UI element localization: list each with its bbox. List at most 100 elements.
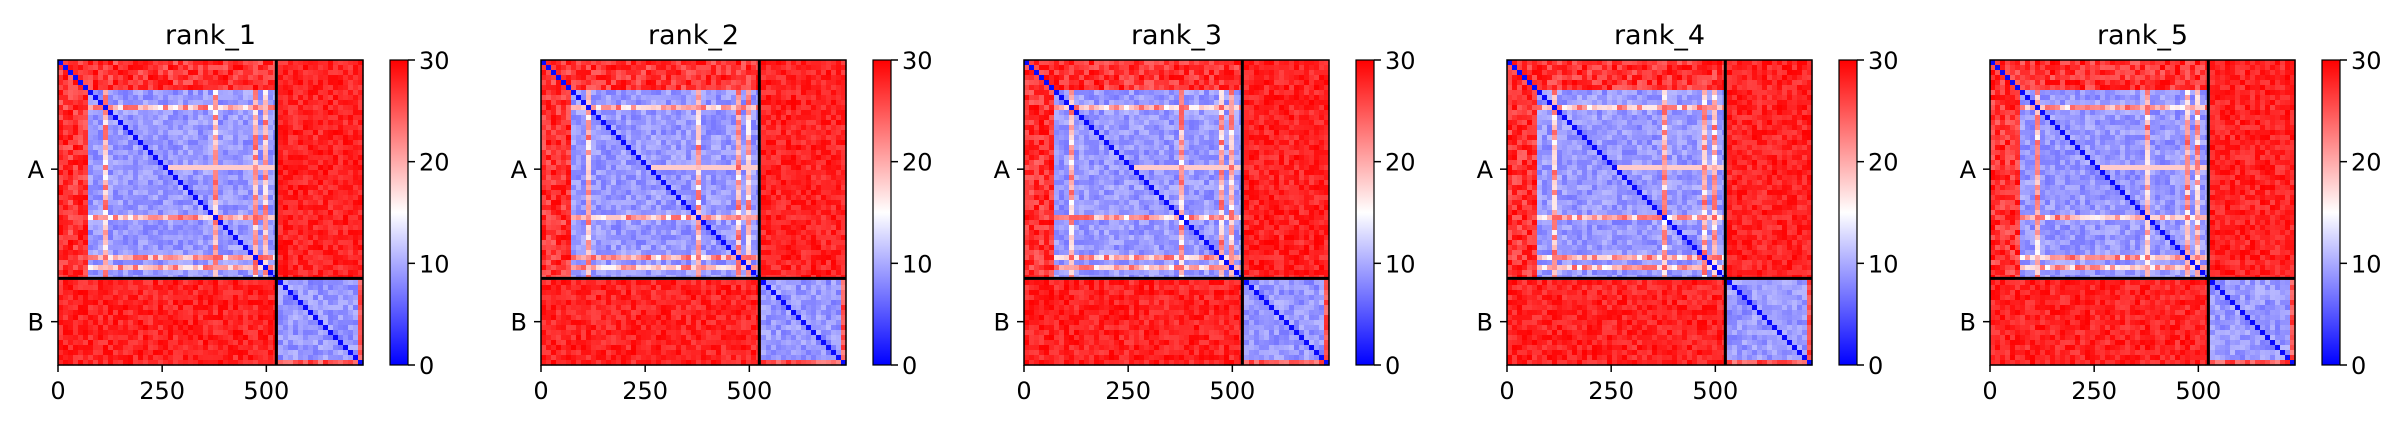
- heatmap-cell: [73, 325, 79, 331]
- heatmap-cell: [153, 185, 159, 191]
- heatmap-cell: [328, 260, 334, 266]
- heatmap-cell: [716, 65, 722, 71]
- heatmap-cell: [278, 210, 284, 216]
- heatmap-cell: [606, 65, 612, 71]
- heatmap-cell: [636, 85, 642, 91]
- heatmap-cell: [73, 110, 79, 116]
- heatmap-cell: [153, 345, 159, 351]
- heatmap-cell: [353, 60, 359, 66]
- heatmap-cell: [103, 310, 109, 316]
- heatmap-cell: [318, 155, 324, 161]
- heatmap-cell: [268, 205, 274, 211]
- heatmap-cell: [601, 125, 607, 131]
- heatmap-cell: [656, 125, 662, 131]
- heatmap-cell: [691, 100, 697, 106]
- heatmap-cell: [123, 175, 129, 181]
- heatmap-cell: [238, 245, 244, 251]
- heatmap-cell: [163, 95, 169, 101]
- heatmap-cell: [248, 320, 254, 326]
- heatmap-cell: [143, 245, 149, 251]
- heatmap-cell: [716, 70, 722, 76]
- heatmap-cell: [193, 265, 199, 271]
- heatmap-cell: [188, 75, 194, 81]
- heatmap-cell: [338, 105, 344, 111]
- heatmap-cell: [626, 140, 632, 146]
- heatmap-cell: [263, 115, 269, 121]
- heatmap-cell: [338, 160, 344, 166]
- heatmap-cell: [831, 85, 837, 91]
- heatmap-cell: [268, 65, 274, 71]
- heatmap-cell: [123, 210, 129, 216]
- heatmap-cell: [726, 85, 732, 91]
- heatmap-cell: [283, 220, 289, 226]
- heatmap-cell: [571, 155, 577, 161]
- heatmap-cell: [348, 235, 354, 241]
- heatmap-cell: [88, 200, 94, 206]
- heatmap-cell: [283, 245, 289, 251]
- heatmap-cell: [631, 95, 637, 101]
- heatmap-cell: [138, 210, 144, 216]
- heatmap-cell: [258, 355, 264, 361]
- heatmap-cell: [358, 270, 364, 276]
- heatmap-cell: [806, 90, 812, 96]
- heatmap-cell: [213, 335, 219, 341]
- heatmap-cell: [348, 105, 354, 111]
- heatmap-cell: [58, 310, 64, 316]
- heatmap-cell: [831, 135, 837, 141]
- heatmap-cell: [253, 165, 259, 171]
- heatmap-cell: [193, 315, 199, 321]
- heatmap-cell: [233, 240, 239, 246]
- heatmap-cell: [626, 90, 632, 96]
- heatmap-cell: [133, 105, 139, 111]
- heatmap-cell: [323, 135, 329, 141]
- heatmap-cell: [78, 165, 84, 171]
- heatmap-cell: [113, 330, 119, 336]
- heatmap-cell: [98, 310, 104, 316]
- heatmap-cell: [128, 230, 134, 236]
- heatmap-cell: [113, 260, 119, 266]
- heatmap-cell: [303, 190, 309, 196]
- heatmap-cell: [676, 80, 682, 86]
- heatmap-cell: [103, 110, 109, 116]
- heatmap-cell: [263, 300, 269, 306]
- heatmap-cell: [696, 60, 702, 66]
- heatmap-cell: [63, 335, 69, 341]
- heatmap-cell: [263, 170, 269, 176]
- heatmap-cell: [278, 100, 284, 106]
- heatmap-cell: [178, 175, 184, 181]
- heatmap-cell: [193, 215, 199, 221]
- heatmap-cell: [218, 155, 224, 161]
- heatmap-cell: [816, 60, 822, 66]
- heatmap-cell: [741, 140, 747, 146]
- heatmap-cell: [826, 135, 832, 141]
- heatmap-cell: [148, 170, 154, 176]
- heatmap-cell: [153, 85, 159, 91]
- heatmap-cell: [323, 80, 329, 86]
- heatmap-cell: [328, 170, 334, 176]
- heatmap-cell: [223, 285, 229, 291]
- heatmap-cell: [168, 125, 174, 131]
- heatmap-cell: [268, 180, 274, 186]
- heatmap-cell: [88, 310, 94, 316]
- heatmap-cell: [83, 200, 89, 206]
- heatmap-cell: [328, 355, 334, 361]
- heatmap-cell: [208, 130, 214, 136]
- heatmap-cell: [711, 60, 717, 66]
- heatmap-cell: [78, 60, 84, 66]
- heatmap-cell: [338, 100, 344, 106]
- heatmap-cell: [746, 130, 752, 136]
- heatmap-cell: [243, 235, 249, 241]
- heatmap-cell: [631, 90, 637, 96]
- heatmap-cell: [686, 150, 692, 156]
- heatmap-cell: [308, 220, 314, 226]
- heatmap-cell: [213, 165, 219, 171]
- heatmap-cell: [323, 100, 329, 106]
- heatmap-cell: [676, 145, 682, 151]
- heatmap-cell: [163, 190, 169, 196]
- heatmap-cell: [213, 125, 219, 131]
- heatmap-cell: [203, 230, 209, 236]
- heatmap-cell: [113, 240, 119, 246]
- heatmap-cell: [93, 210, 99, 216]
- heatmap-cell: [68, 260, 74, 266]
- heatmap-cell: [158, 240, 164, 246]
